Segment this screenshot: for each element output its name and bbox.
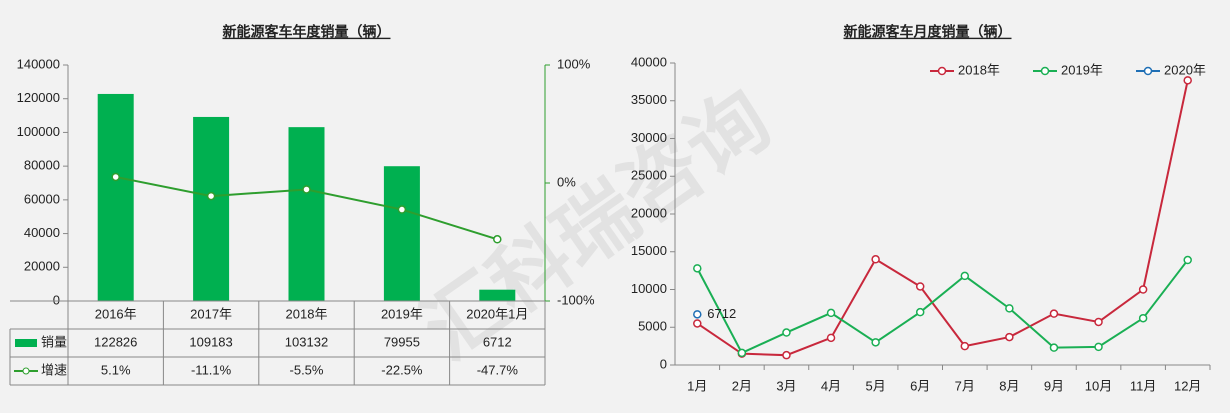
y-tick-label: 60000 — [24, 191, 60, 206]
growth-point — [397, 205, 407, 214]
series-line — [696, 259, 1189, 355]
table-value: -47.7% — [477, 362, 519, 377]
series-point — [1183, 255, 1192, 265]
table-value: -5.5% — [290, 362, 324, 377]
y-tick-label: 40000 — [631, 54, 667, 69]
x-tick-label: 1月 — [687, 378, 707, 393]
bar — [479, 289, 516, 301]
y2-tick-label: 100% — [557, 56, 591, 71]
x-tick-label: 4月 — [821, 378, 841, 393]
legend-label: 2018年 — [958, 62, 1000, 77]
series-point — [826, 308, 836, 318]
legend-swatch — [22, 367, 30, 375]
y-tick-label: 25000 — [631, 168, 667, 183]
y-tick-label: 10000 — [631, 281, 667, 296]
y-tick-label: 15000 — [631, 243, 667, 258]
y2-tick-label: -100% — [557, 292, 595, 307]
series-point — [1094, 317, 1103, 327]
series-point — [693, 310, 702, 319]
chart-title: 新能源客车月度销量（辆） — [844, 24, 1012, 40]
series-point — [1183, 76, 1192, 85]
series-point — [915, 282, 925, 291]
y-tick-label: 0 — [53, 292, 60, 307]
series-point — [1138, 313, 1148, 323]
bar — [97, 93, 134, 301]
chart-title: 新能源客车年度销量（辆） — [223, 24, 391, 40]
bar — [383, 166, 420, 301]
table-value: 122826 — [94, 334, 137, 349]
data-label: 6712 — [707, 306, 736, 321]
growth-point — [111, 172, 120, 182]
x-tick-label: 2020年1月 — [466, 306, 528, 321]
table-value: 6712 — [483, 334, 512, 349]
x-tick-label: 6月 — [910, 378, 930, 393]
series-point — [782, 350, 791, 360]
series-point — [1005, 304, 1014, 313]
series-point — [1138, 285, 1148, 294]
series-point — [693, 264, 702, 273]
table-value: 103132 — [285, 334, 328, 349]
series-point — [782, 328, 791, 337]
growth-point — [206, 191, 216, 201]
growth-point — [302, 185, 311, 194]
legend-marker — [1040, 66, 1050, 76]
table-value: 109183 — [189, 334, 232, 349]
bar — [193, 116, 230, 301]
table-value: 79955 — [384, 334, 420, 349]
legend-label: 2020年 — [1164, 62, 1206, 77]
y-tick-label: 5000 — [638, 319, 667, 334]
x-tick-label: 3月 — [776, 378, 796, 393]
legend-marker — [937, 66, 947, 76]
x-tick-label: 2018年 — [286, 306, 328, 321]
x-tick-label: 10月 — [1085, 378, 1112, 393]
legend-swatch — [15, 339, 37, 347]
series-point — [871, 255, 880, 264]
x-tick-label: 9月 — [1044, 378, 1064, 393]
x-tick-label: 5月 — [866, 378, 886, 393]
series-point — [960, 341, 970, 351]
legend-marker — [1143, 66, 1153, 76]
bar — [288, 127, 325, 301]
y-tick-label: 80000 — [24, 158, 60, 173]
series-point — [915, 307, 925, 317]
y2-tick-label: 0% — [557, 174, 576, 189]
x-tick-label: 8月 — [999, 378, 1019, 393]
series-point — [1094, 342, 1103, 352]
growth-point — [493, 235, 502, 244]
legend-label: 增速 — [41, 362, 67, 377]
y-tick-label: 20000 — [631, 205, 667, 220]
y-tick-label: 100000 — [17, 124, 60, 139]
table-value: -22.5% — [381, 362, 423, 377]
y-tick-label: 30000 — [631, 130, 667, 145]
series-point — [1049, 343, 1059, 352]
y-tick-label: 140000 — [17, 56, 60, 71]
x-tick-label: 2016年 — [95, 306, 137, 321]
y-tick-label: 40000 — [24, 225, 60, 240]
y-tick-label: 20000 — [24, 259, 60, 274]
x-tick-label: 12月 — [1174, 378, 1201, 393]
y-tick-label: 0 — [660, 356, 667, 371]
series-point — [1049, 309, 1059, 318]
series-point — [737, 348, 747, 358]
legend-label: 2019年 — [1061, 62, 1103, 77]
x-tick-label: 2月 — [732, 378, 752, 393]
table-value: -11.1% — [191, 362, 232, 377]
table-value: 5.1% — [101, 362, 131, 377]
series-point — [960, 271, 970, 281]
x-tick-label: 7月 — [955, 378, 975, 393]
x-tick-label: 2017年 — [190, 306, 232, 321]
series-point — [871, 338, 880, 347]
series-point — [1005, 332, 1014, 342]
x-tick-label: 11月 — [1130, 378, 1157, 393]
y-tick-label: 120000 — [17, 90, 60, 105]
series-line — [696, 80, 1189, 357]
series-point — [826, 333, 836, 343]
y-tick-label: 35000 — [631, 92, 667, 107]
series-point — [693, 319, 702, 328]
x-tick-label: 2019年 — [381, 306, 423, 321]
legend-label: 销量 — [41, 334, 67, 349]
